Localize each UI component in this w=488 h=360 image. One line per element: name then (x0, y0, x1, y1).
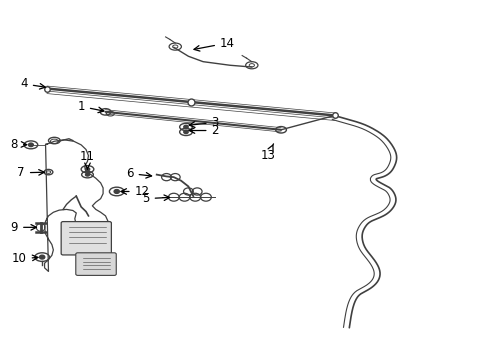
Text: 12: 12 (121, 185, 149, 198)
Text: 2: 2 (189, 124, 219, 137)
Text: 1: 1 (77, 100, 103, 113)
Circle shape (40, 255, 45, 259)
Text: 3: 3 (189, 116, 219, 129)
Text: 8: 8 (11, 138, 27, 150)
FancyBboxPatch shape (76, 253, 116, 275)
Text: 9: 9 (11, 221, 37, 234)
Text: 5: 5 (142, 192, 169, 205)
Text: 6: 6 (126, 167, 151, 180)
Circle shape (183, 125, 188, 129)
Text: 13: 13 (260, 144, 275, 162)
Circle shape (28, 143, 33, 147)
FancyBboxPatch shape (61, 222, 111, 255)
Text: 4: 4 (20, 77, 45, 90)
Text: 7: 7 (18, 166, 44, 179)
Text: 10: 10 (12, 252, 38, 265)
Circle shape (114, 189, 119, 193)
Circle shape (85, 168, 89, 171)
Text: 11: 11 (80, 150, 95, 169)
Text: 14: 14 (194, 36, 234, 51)
Circle shape (183, 130, 188, 134)
Circle shape (85, 173, 89, 176)
